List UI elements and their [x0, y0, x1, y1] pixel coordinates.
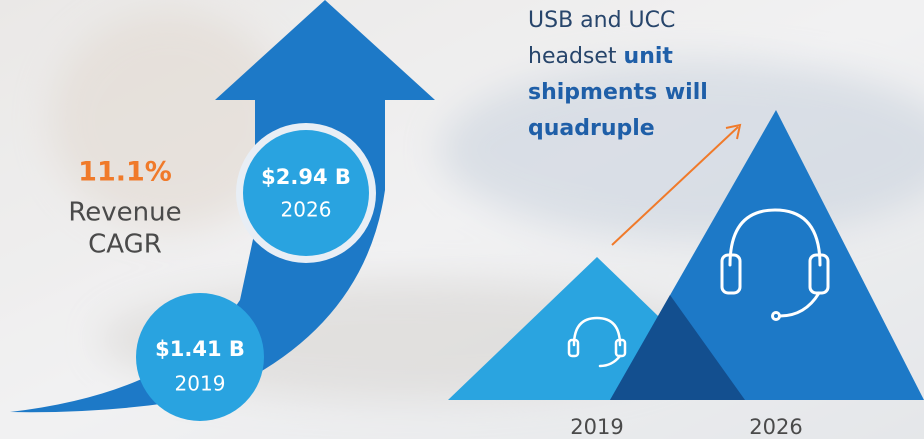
year-label: 2019: [570, 415, 623, 439]
headline: USB and UCC headset unit shipments will qua…: [528, 8, 708, 141]
circle-2019: [136, 293, 264, 421]
headline-text: USB and UCC: [528, 8, 675, 33]
headline-bold: unit: [624, 44, 674, 69]
headline-bold: quadruple: [528, 116, 655, 141]
headline-line: quadruple: [528, 116, 655, 141]
trend-arrow: [611, 126, 739, 246]
headline-line: USB and UCC: [528, 8, 675, 33]
triangle-overlap: [610, 295, 745, 400]
amount: $2.94 B: [261, 165, 351, 189]
circle-2026: [243, 130, 369, 256]
headline-line: headset unit: [528, 44, 673, 69]
growth-arrow: [10, 0, 435, 413]
cagr-value: 11.1%: [78, 157, 172, 188]
trend-arrowhead: [725, 123, 742, 140]
cagr-label: CAGR: [88, 230, 162, 260]
year: 2019: [175, 372, 226, 396]
headset-icon-small: [567, 316, 627, 368]
headline-bold: shipments will: [528, 80, 708, 105]
headset-icon-large: [720, 208, 830, 321]
year-label: 2026: [749, 415, 802, 439]
year: 2026: [281, 198, 332, 222]
headline-line: shipments will: [528, 80, 708, 105]
cagr-label: Revenue: [68, 198, 181, 228]
headline-text: headset: [528, 44, 624, 69]
amount: $1.41 B: [155, 337, 245, 361]
